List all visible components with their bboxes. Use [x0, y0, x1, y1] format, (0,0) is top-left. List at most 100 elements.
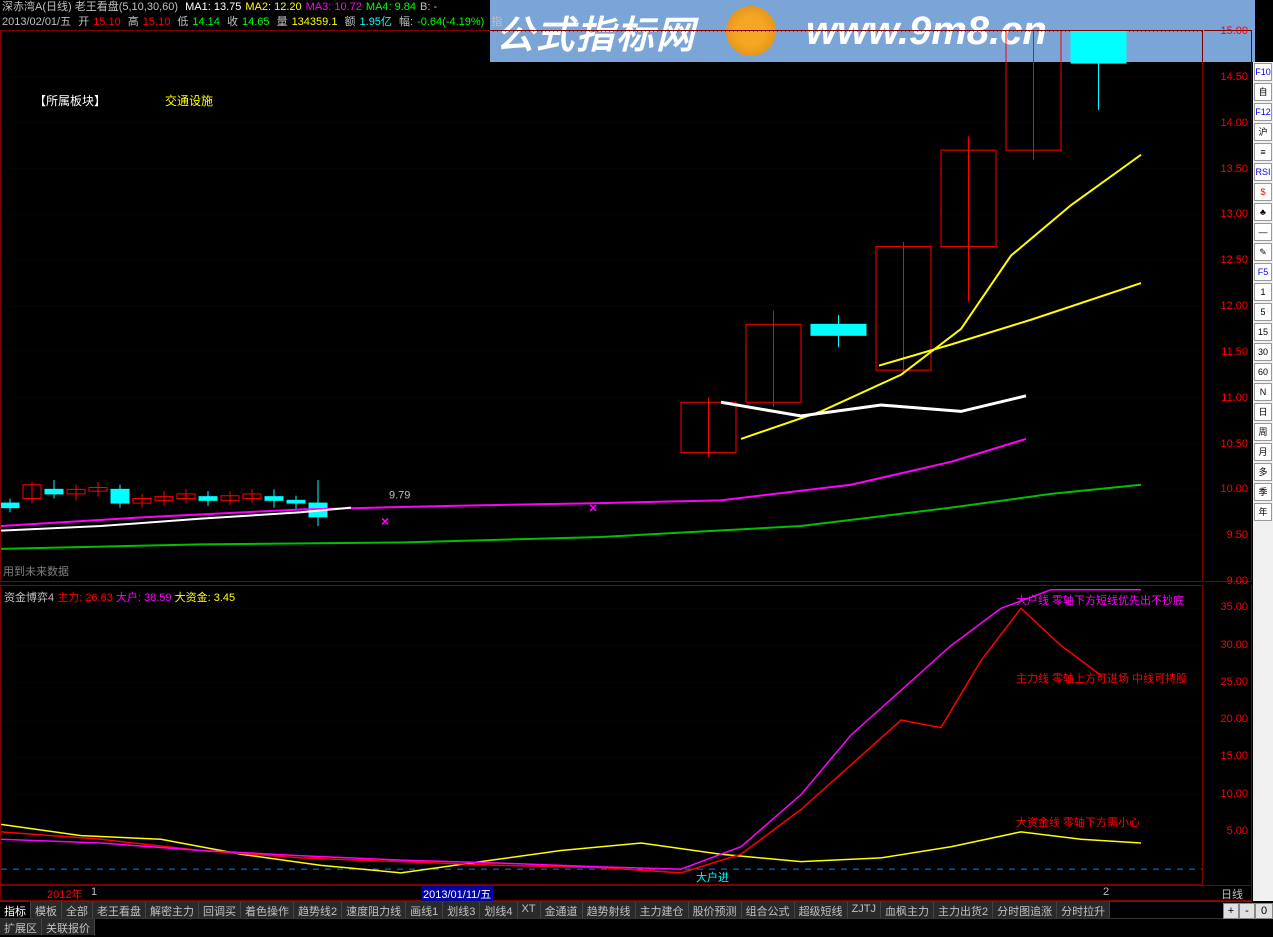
svg-text:大户进: 大户进: [696, 870, 729, 884]
price-tick: 11.00: [1221, 392, 1248, 404]
sub-chart[interactable]: 资金博弈4 主力: 26.63 大户: 38.59 大资金: 3.45 大户进大…: [0, 585, 1203, 885]
sidebar-btn-F12[interactable]: F12: [1254, 103, 1272, 121]
svg-text:×: ×: [589, 499, 597, 515]
time-label: 日线: [1219, 886, 1245, 902]
ma-value: MA3: 10.72: [306, 1, 362, 13]
tab-老王看盘[interactable]: 老王看盘: [93, 902, 146, 918]
sidebar-btn-年[interactable]: 年: [1254, 503, 1272, 521]
time-label: 2: [1101, 886, 1111, 898]
tab-着色操作[interactable]: 着色操作: [241, 902, 294, 918]
header-line1: 深赤湾A(日线) 老王看盘(5,10,30,60) MA1: 13.75 MA2:…: [2, 0, 1271, 15]
tab-主力建仓[interactable]: 主力建仓: [636, 902, 689, 918]
sidebar-btn-RSI[interactable]: RSI: [1254, 163, 1272, 181]
tab-模板[interactable]: 模板: [31, 902, 62, 918]
right-sidebar: F10自F12沪≡RSI$♣—✎F515153060N日周月多季年: [1253, 62, 1273, 901]
tab-解密主力[interactable]: 解密主力: [146, 902, 199, 918]
sidebar-btn-30[interactable]: 30: [1254, 343, 1272, 361]
time-axis: 2012年 1 2013/01/11/五 2 日线: [0, 885, 1252, 901]
tab-趋势线2[interactable]: 趋势线2: [294, 902, 342, 918]
tab-划线3[interactable]: 划线3: [443, 902, 480, 918]
sidebar-btn-—[interactable]: —: [1254, 223, 1272, 241]
ma-value: MA2: 12.20: [245, 1, 301, 13]
sidebar-btn-沪[interactable]: 沪: [1254, 123, 1272, 141]
price-tick: 14.50: [1220, 71, 1248, 83]
sidebar-btn-≡[interactable]: ≡: [1254, 143, 1272, 161]
zoom-minus-button[interactable]: -: [1239, 903, 1255, 919]
tab-趋势射线[interactable]: 趋势射线: [583, 902, 636, 918]
sidebar-btn-多[interactable]: 多: [1254, 463, 1272, 481]
ma-value: B: -: [420, 1, 437, 13]
sidebar-btn-自[interactable]: 自: [1254, 83, 1272, 101]
sidebar-btn-周[interactable]: 周: [1254, 423, 1272, 441]
tab-ZJTJ[interactable]: ZJTJ: [848, 902, 881, 918]
price-tick: 11.50: [1221, 346, 1248, 358]
sub-tick: 5.00: [1227, 825, 1248, 837]
sidebar-btn-月[interactable]: 月: [1254, 443, 1272, 461]
tab-超级短线[interactable]: 超级短线: [795, 902, 848, 918]
sidebar-btn-N[interactable]: N: [1254, 383, 1272, 401]
tab-组合公式[interactable]: 组合公式: [742, 902, 795, 918]
tab-速度阻力线[interactable]: 速度阻力线: [342, 902, 406, 918]
tab-划线4[interactable]: 划线4: [480, 902, 517, 918]
tab-扩展区[interactable]: 扩展区: [0, 919, 42, 935]
time-label: 2012年: [45, 886, 84, 902]
price-tick: 9.50: [1227, 529, 1248, 541]
tab-画线1[interactable]: 画线1: [406, 902, 443, 918]
price-tick: 10.50: [1220, 438, 1248, 450]
tab-主力出货2[interactable]: 主力出货2: [934, 902, 993, 918]
zoom-control: + - 0: [1223, 903, 1273, 919]
tab-XT[interactable]: XT: [518, 902, 541, 918]
sidebar-btn-F10[interactable]: F10: [1254, 63, 1272, 81]
sub-tick: 25.00: [1220, 676, 1248, 688]
tab-股价预测[interactable]: 股价预测: [689, 902, 742, 918]
tab-全部[interactable]: 全部: [62, 902, 93, 918]
sidebar-btn-F5[interactable]: F5: [1254, 263, 1272, 281]
header-info: 深赤湾A(日线) 老王看盘(5,10,30,60) MA1: 13.75 MA2:…: [0, 0, 1273, 30]
stock-name: 深赤湾A(日线) 老王看盘(5,10,30,60): [2, 1, 178, 13]
sidebar-btn-5[interactable]: 5: [1254, 303, 1272, 321]
sidebar-btn-15[interactable]: 15: [1254, 323, 1272, 341]
time-label: 1: [89, 886, 99, 898]
price-tick: 12.50: [1220, 254, 1248, 266]
tab-金通道[interactable]: 金通道: [541, 902, 583, 918]
zoom-value: 0: [1255, 903, 1273, 919]
sidebar-btn-日[interactable]: 日: [1254, 403, 1272, 421]
time-label: 2013/01/11/五: [421, 886, 493, 902]
sidebar-btn-1[interactable]: 1: [1254, 283, 1272, 301]
svg-text:×: ×: [381, 513, 389, 529]
sidebar-btn-季[interactable]: 季: [1254, 483, 1272, 501]
tab-分时图追涨[interactable]: 分时图追涨: [993, 902, 1057, 918]
sub-tick: 15.00: [1220, 750, 1248, 762]
tab-回调买[interactable]: 回调买: [199, 902, 241, 918]
ma-value: MA4: 9.84: [366, 1, 416, 13]
svg-text:大资金线 零轴下方需小心: 大资金线 零轴下方需小心: [1016, 815, 1140, 829]
price-axis: 9.009.5010.0010.5011.0011.5012.0012.5013…: [1204, 30, 1252, 582]
price-tick: 14.00: [1220, 117, 1248, 129]
sub-tick: 35.00: [1220, 601, 1248, 613]
svg-text:9.79: 9.79: [389, 490, 410, 502]
tab-血枫主力[interactable]: 血枫主力: [881, 902, 934, 918]
tab-关联报价[interactable]: 关联报价: [42, 919, 95, 935]
tabs-row1: 指标模板全部老王看盘解密主力回调买着色操作趋势线2速度阻力线画线1划线3划线4X…: [0, 901, 1252, 918]
zoom-plus-button[interactable]: +: [1223, 903, 1239, 919]
svg-text:主力线 零轴上方可进场 中线可持股: 主力线 零轴上方可进场 中线可持股: [1016, 671, 1187, 685]
tab-指标[interactable]: 指标: [0, 902, 31, 918]
tab-分时拉升[interactable]: 分时拉升: [1057, 902, 1110, 918]
ma-value: MA1: 13.75: [185, 1, 241, 13]
sub-tick: 20.00: [1220, 713, 1248, 725]
sidebar-btn-60[interactable]: 60: [1254, 363, 1272, 381]
sidebar-btn-✎[interactable]: ✎: [1254, 243, 1272, 261]
price-tick: 10.00: [1220, 483, 1248, 495]
price-tick: 13.00: [1220, 208, 1248, 220]
main-chart[interactable]: ××9.79 用到未来数据: [0, 30, 1203, 582]
sub-tick: 10.00: [1220, 788, 1248, 800]
sidebar-btn-♣[interactable]: ♣: [1254, 203, 1272, 221]
sub-axis: 5.0010.0015.0020.0025.0030.0035.00: [1204, 585, 1252, 885]
sidebar-btn-$[interactable]: $: [1254, 183, 1272, 201]
future-data-note: 用到未来数据: [3, 563, 69, 579]
svg-text:大户线 零轴下方短线优先出不抄底: 大户线 零轴下方短线优先出不抄底: [1016, 593, 1184, 607]
header-line2: 2013/02/01/五 开15.10 高15.10 低14.14 收14.65…: [2, 15, 1271, 30]
price-tick: 15.00: [1220, 25, 1248, 37]
price-tick: 12.00: [1220, 300, 1248, 312]
tabs-row2: 扩展区关联报价: [0, 918, 1252, 935]
